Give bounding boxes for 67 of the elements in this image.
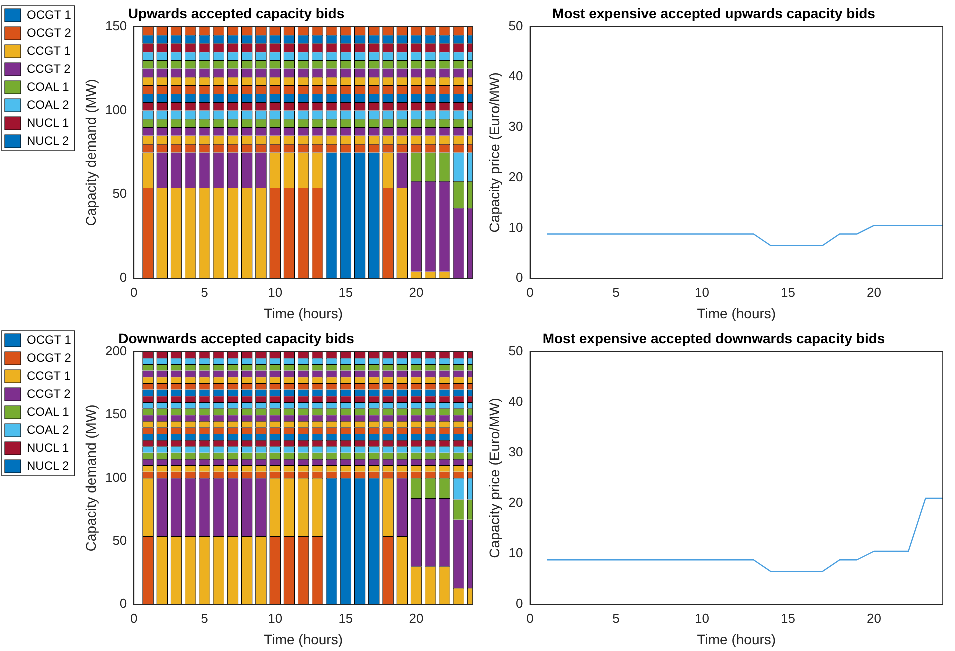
legend-label: COAL 2 bbox=[27, 98, 70, 112]
x-tick-label: 10 bbox=[695, 610, 710, 626]
legend-label: OCGT 2 bbox=[27, 26, 72, 40]
x-axis-title: Time (hours) bbox=[264, 305, 343, 322]
legend-label: NUCL 1 bbox=[27, 440, 70, 455]
y-tick-label: 150 bbox=[105, 406, 128, 422]
y-tick-label: 20 bbox=[508, 169, 524, 184]
y-tick-label: 40 bbox=[508, 68, 524, 84]
y-tick-label: 10 bbox=[508, 546, 524, 561]
y-axis-title: Capacity price (Euro/MW) bbox=[486, 72, 502, 233]
y-tick-label: 50 bbox=[508, 343, 524, 358]
legend-label: CCGT 2 bbox=[27, 62, 72, 76]
x-axis-title: Time (hours) bbox=[264, 631, 343, 648]
legend-label: CCGT 1 bbox=[27, 368, 72, 383]
legend-label: COAL 1 bbox=[27, 404, 70, 419]
y-tick-label: 40 bbox=[508, 394, 524, 409]
y-tick-label: 0 bbox=[516, 270, 524, 286]
x-tick-label: 10 bbox=[268, 610, 283, 626]
y-tick-label: 30 bbox=[508, 444, 524, 460]
chart-title: Upwards accepted capacity bids bbox=[128, 5, 345, 22]
x-tick-label: 5 bbox=[612, 284, 620, 300]
legend-label: OCGT 1 bbox=[27, 8, 72, 22]
x-tick-label: 20 bbox=[409, 610, 424, 626]
y-tick-label: 50 bbox=[112, 186, 128, 202]
y-tick-label: 0 bbox=[120, 596, 128, 612]
y-axis-title: Capacity demand (MW) bbox=[82, 79, 99, 226]
x-tick-label: 20 bbox=[409, 284, 424, 300]
legend-label: CCGT 1 bbox=[27, 44, 72, 58]
y-tick-label: 0 bbox=[516, 596, 524, 612]
x-axis-title: Time (hours) bbox=[697, 631, 776, 648]
x-tick-label: 0 bbox=[526, 610, 534, 626]
x-tick-label: 15 bbox=[338, 284, 354, 300]
y-tick-label: 30 bbox=[508, 119, 524, 134]
legend-label: NUCL 2 bbox=[27, 458, 70, 473]
y-tick-label: 20 bbox=[508, 495, 524, 510]
x-tick-label: 0 bbox=[526, 284, 534, 300]
legend-label: COAL 2 bbox=[27, 422, 70, 437]
legend-label: COAL 1 bbox=[27, 80, 70, 94]
legend-label: NUCL 1 bbox=[27, 116, 70, 130]
y-axis-title: Capacity demand (MW) bbox=[82, 404, 99, 552]
y-tick-label: 50 bbox=[508, 18, 524, 34]
x-tick-label: 15 bbox=[780, 284, 796, 300]
x-tick-label: 5 bbox=[201, 610, 208, 626]
legend-label: CCGT 2 bbox=[27, 386, 72, 401]
x-tick-label: 10 bbox=[268, 284, 283, 300]
x-tick-label: 5 bbox=[612, 610, 620, 626]
x-tick-label: 15 bbox=[338, 610, 354, 626]
x-tick-label: 5 bbox=[201, 284, 208, 300]
y-tick-label: 100 bbox=[105, 470, 128, 485]
x-tick-label: 20 bbox=[866, 610, 882, 626]
x-tick-label: 0 bbox=[130, 610, 138, 626]
y-tick-label: 0 bbox=[120, 270, 128, 286]
chart-title: Most expensive accepted downwards capacity bids bbox=[542, 330, 886, 346]
x-axis-title: Time (hours) bbox=[697, 305, 776, 322]
y-tick-label: 10 bbox=[508, 220, 524, 235]
x-tick-label: 15 bbox=[780, 610, 796, 626]
y-tick-label: 150 bbox=[105, 18, 128, 34]
y-tick-label: 50 bbox=[112, 532, 128, 548]
chart-title: Most expensive accepted upwards capacity bids bbox=[552, 5, 876, 22]
x-tick-label: 20 bbox=[866, 284, 882, 300]
legend-label: OCGT 1 bbox=[27, 332, 72, 347]
x-tick-label: 10 bbox=[695, 284, 710, 300]
x-tick-label: 0 bbox=[130, 284, 138, 300]
y-tick-label: 100 bbox=[105, 102, 128, 118]
y-axis-title: Capacity price (Euro/MW) bbox=[486, 398, 502, 558]
legend-label: NUCL 2 bbox=[27, 134, 70, 148]
legend-label: OCGT 2 bbox=[27, 350, 72, 365]
